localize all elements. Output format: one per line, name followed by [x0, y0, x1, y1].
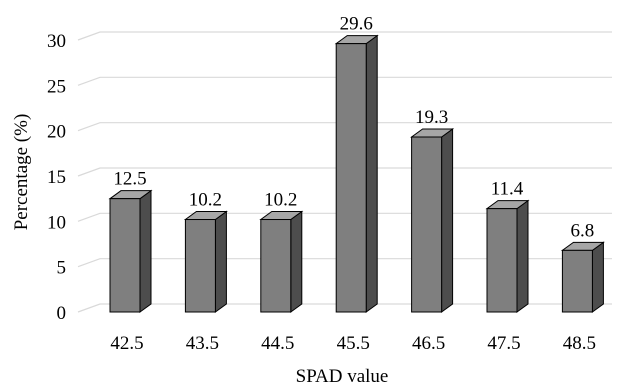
y-tick-label: 0: [57, 303, 67, 324]
gridline: [77, 122, 612, 132]
bar-side: [290, 210, 303, 313]
bar-front: [260, 219, 292, 313]
bar: [183, 210, 228, 313]
gridline: [77, 31, 612, 41]
bar: [560, 241, 605, 313]
x-tick-label: 45.5: [337, 333, 370, 354]
bar-side: [516, 199, 529, 313]
x-tick-label: 46.5: [412, 333, 445, 354]
y-tick-label: 20: [47, 122, 66, 143]
data-label: 19.3: [415, 107, 448, 128]
bar-front: [335, 43, 367, 313]
bar: [334, 34, 379, 313]
bar-side: [214, 210, 227, 313]
data-label: 10.2: [189, 190, 222, 211]
data-label: 6.8: [571, 220, 595, 241]
data-labels: 12.5 10.2 10.2 29.6 19.3 11.4 6.8: [113, 14, 594, 242]
bars: [108, 34, 605, 313]
gridline: [77, 76, 612, 86]
data-label: 11.4: [491, 179, 524, 200]
x-tick-label: 43.5: [186, 333, 219, 354]
y-tick-label: 15: [47, 167, 66, 188]
data-label: 29.6: [340, 14, 373, 35]
y-tick-label: 5: [57, 258, 67, 279]
bar: [410, 128, 455, 313]
data-label: 12.5: [113, 169, 146, 190]
bar-side: [591, 241, 604, 313]
y-axis-ticks: 0 5 10 15 20 25 30: [47, 31, 66, 324]
x-tick-label: 42.5: [110, 333, 143, 354]
y-axis-title: Percentage (%): [11, 114, 32, 231]
y-tick-label: 10: [47, 212, 66, 233]
y-tick-label: 30: [47, 31, 66, 52]
data-label: 10.2: [264, 190, 297, 211]
bar-front: [411, 136, 443, 313]
bar-front: [561, 249, 593, 313]
x-tick-label: 44.5: [261, 333, 294, 354]
bar-front: [109, 198, 141, 313]
bar: [485, 199, 530, 313]
bar: [108, 189, 153, 313]
x-tick-label: 47.5: [487, 333, 520, 354]
x-tick-label: 48.5: [563, 333, 596, 354]
bar-front: [184, 219, 216, 313]
y-tick-label: 25: [47, 76, 66, 97]
bar-side: [365, 34, 378, 313]
bar-side: [139, 189, 152, 313]
bar-front: [486, 208, 518, 313]
gridlines: [77, 31, 612, 313]
bar-side: [441, 128, 454, 313]
x-axis-ticks: 42.5 43.5 44.5 45.5 46.5 47.5 48.5: [110, 333, 596, 354]
bar: [259, 210, 304, 313]
x-axis-title: SPAD value: [296, 366, 389, 386]
